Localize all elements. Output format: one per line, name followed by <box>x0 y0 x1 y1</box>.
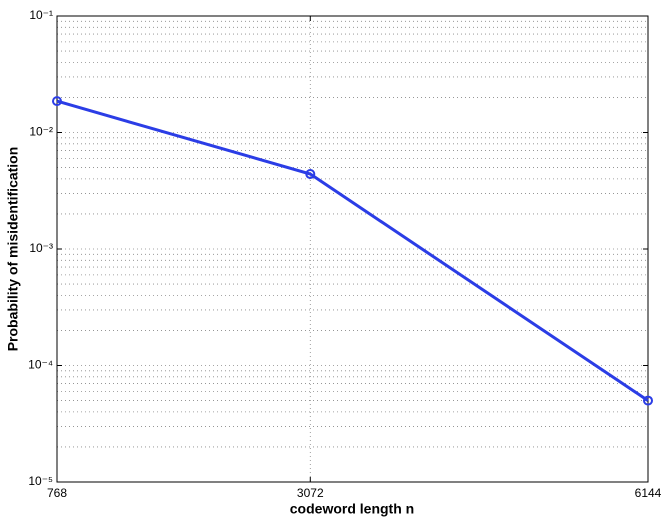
x-axis-title: codeword length n <box>290 501 414 517</box>
series-line <box>56 99 649 402</box>
y-tick-label: 10⁻¹ <box>29 8 53 22</box>
y-tick-label: 10⁻⁵ <box>28 474 53 488</box>
y-axis-title: Probability of misidentification <box>5 147 21 352</box>
y-tick-label: 10⁻² <box>29 125 53 139</box>
y-tick-label: 10⁻⁴ <box>28 358 53 372</box>
x-tick-label: 3072 <box>297 486 324 500</box>
data-point <box>305 169 316 180</box>
y-tick-label: 10⁻³ <box>29 241 53 255</box>
data-point <box>643 395 653 406</box>
x-tick-label: 6144 <box>635 486 662 500</box>
x-tick-label: 768 <box>47 486 67 500</box>
plot-frame <box>56 15 649 483</box>
data-point <box>52 96 62 107</box>
